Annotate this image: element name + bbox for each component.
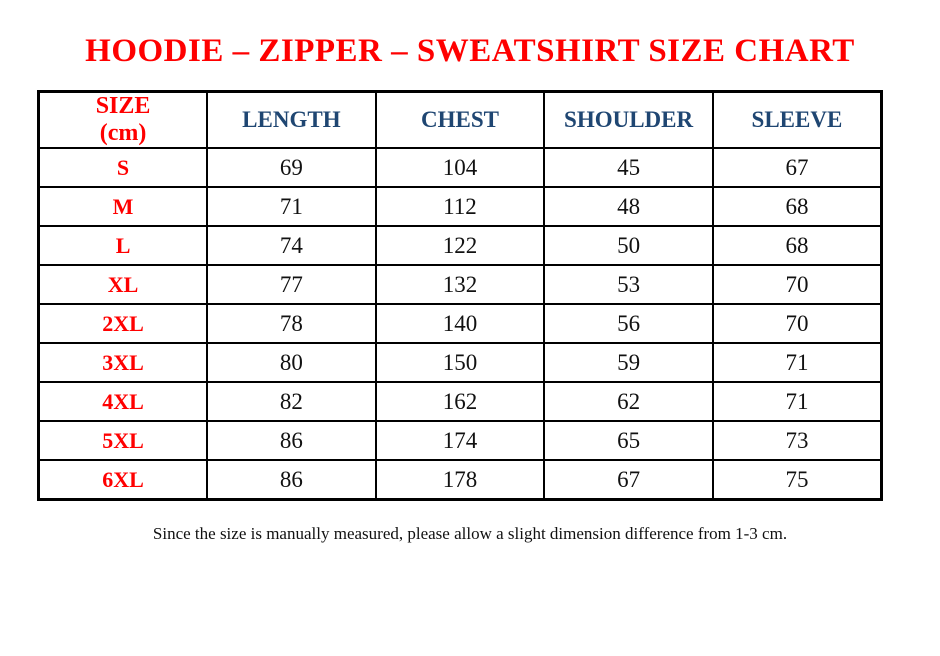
table-row: 4XL 82 162 62 71 xyxy=(37,381,883,423)
value-cell: 68 xyxy=(711,225,883,267)
value-cell: 162 xyxy=(374,381,546,423)
value-cell: 122 xyxy=(374,225,546,267)
value-cell: 77 xyxy=(206,264,377,306)
value-cell: 48 xyxy=(543,186,714,228)
value-cell: 45 xyxy=(543,147,714,189)
size-cell: M xyxy=(37,186,209,228)
value-cell: 174 xyxy=(374,420,546,462)
page-title: HOODIE – ZIPPER – SWEATSHIRT SIZE CHART xyxy=(85,33,855,69)
table-row: 2XL 78 140 56 70 xyxy=(37,303,883,345)
table-row: 6XL 86 178 67 75 xyxy=(37,459,883,501)
size-header-unit: (cm) xyxy=(99,120,147,147)
header-cell-size: SIZE (cm) xyxy=(37,90,209,150)
size-cell: 3XL xyxy=(37,342,209,384)
header-cell-length: LENGTH xyxy=(206,90,377,150)
value-cell: 178 xyxy=(374,459,546,501)
table-row: M 71 112 48 68 xyxy=(37,186,883,228)
value-cell: 65 xyxy=(543,420,714,462)
size-header-label: SIZE xyxy=(95,93,151,120)
size-cell: 4XL xyxy=(37,381,209,423)
table-body: S 69 104 45 67 M 71 112 48 68 L 74 122 50 68 XL 77 132 53 7… xyxy=(37,147,883,501)
value-cell: 73 xyxy=(711,420,883,462)
value-cell: 71 xyxy=(711,342,883,384)
table-row: 5XL 86 174 65 73 xyxy=(37,420,883,462)
size-chart-table: SIZE (cm) LENGTH CHEST SHOULDER SLEEVE S… xyxy=(37,90,883,502)
value-cell: 71 xyxy=(206,186,377,228)
value-cell: 62 xyxy=(543,381,714,423)
value-cell: 74 xyxy=(206,225,377,267)
value-cell: 75 xyxy=(711,459,883,501)
size-cell: XL xyxy=(37,264,209,306)
value-cell: 104 xyxy=(374,147,546,189)
value-cell: 67 xyxy=(543,459,714,501)
value-cell: 56 xyxy=(543,303,714,345)
value-cell: 150 xyxy=(374,342,546,384)
table-row: L 74 122 50 68 xyxy=(37,225,883,267)
value-cell: 82 xyxy=(206,381,377,423)
value-cell: 53 xyxy=(543,264,714,306)
size-cell: 6XL xyxy=(37,459,209,501)
value-cell: 50 xyxy=(543,225,714,267)
value-cell: 69 xyxy=(206,147,377,189)
value-cell: 70 xyxy=(711,303,883,345)
table-header-row: SIZE (cm) LENGTH CHEST SHOULDER SLEEVE xyxy=(37,90,883,150)
value-cell: 86 xyxy=(206,459,377,501)
size-cell: 5XL xyxy=(37,420,209,462)
value-cell: 86 xyxy=(206,420,377,462)
value-cell: 67 xyxy=(711,147,883,189)
value-cell: 132 xyxy=(374,264,546,306)
header-cell-sleeve: SLEEVE xyxy=(711,90,883,150)
stray-dot: . xyxy=(477,31,481,46)
value-cell: 71 xyxy=(711,381,883,423)
value-cell: 59 xyxy=(543,342,714,384)
value-cell: 70 xyxy=(711,264,883,306)
size-cell: L xyxy=(37,225,209,267)
value-cell: 140 xyxy=(374,303,546,345)
table-row: 3XL 80 150 59 71 xyxy=(37,342,883,384)
footer-note: Since the size is manually measured, ple… xyxy=(152,524,788,544)
header-cell-chest: CHEST xyxy=(374,90,546,150)
table-row: S 69 104 45 67 xyxy=(37,147,883,189)
size-cell: 2XL xyxy=(37,303,209,345)
table-row: XL 77 132 53 70 xyxy=(37,264,883,306)
value-cell: 78 xyxy=(206,303,377,345)
value-cell: 80 xyxy=(206,342,377,384)
header-cell-shoulder: SHOULDER xyxy=(543,90,714,150)
value-cell: 68 xyxy=(711,186,883,228)
size-cell: S xyxy=(37,147,209,189)
value-cell: 112 xyxy=(374,186,546,228)
